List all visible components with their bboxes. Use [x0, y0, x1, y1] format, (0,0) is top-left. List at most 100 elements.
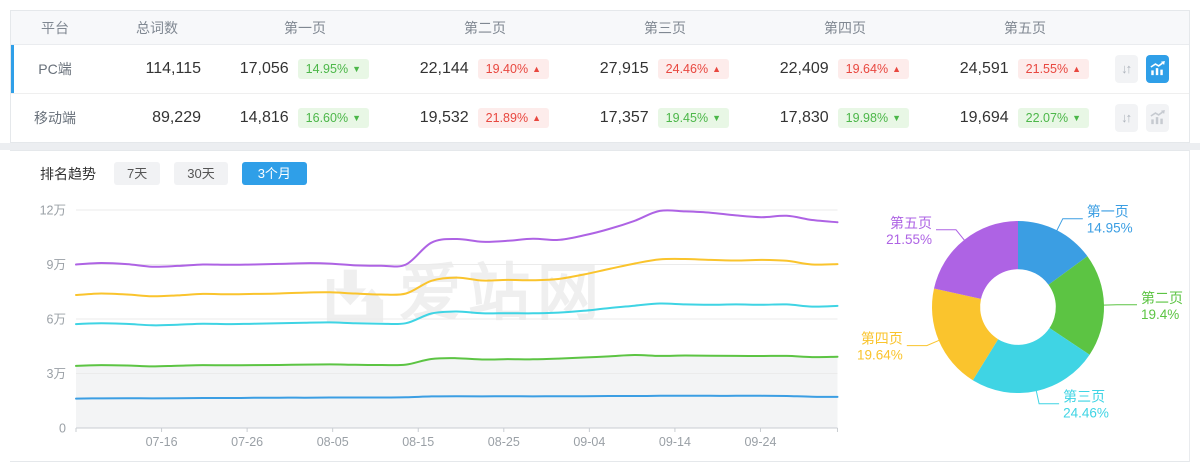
x-tick-label: 08-25: [488, 435, 520, 449]
x-tick-label: 08-05: [317, 435, 349, 449]
y-tick-label: 12万: [40, 203, 66, 217]
table-body: PC端 114,115 17,056 14.95% ▼ 22,144 19.40% ▲ 27,9…: [11, 45, 1189, 142]
sort-button[interactable]: ↓↑: [1115, 103, 1139, 132]
trend-chart-icon: [1150, 61, 1165, 76]
down-triangle-icon: ▼: [1072, 112, 1081, 123]
total-words-cell: 89,229: [152, 108, 201, 126]
up-triangle-icon: ▲: [1072, 63, 1081, 74]
up-triangle-icon: ▲: [892, 63, 901, 74]
slice-pct-label: 21.55%: [886, 232, 932, 247]
keyword-rank-table-panel: 平台 总词数 第一页 第二页 第三页 第四页 第五页 PC端 114,115 17,056 14.…: [10, 10, 1190, 143]
pct-badge: 22.07% ▼: [1017, 107, 1089, 128]
pct-value: 19.40%: [485, 61, 529, 76]
pct-value: 19.64%: [845, 61, 889, 76]
pct-value: 14.95%: [305, 61, 349, 76]
x-tick-label: 07-26: [231, 435, 263, 449]
series-line-第五页: [75, 209, 839, 268]
pct-badge: 14.95% ▼: [297, 58, 369, 79]
tab-3-months[interactable]: 3个月: [241, 162, 307, 185]
sort-button[interactable]: ↓↑: [1115, 54, 1139, 83]
slice-label: 第五页: [890, 215, 932, 231]
rank-trend-panel: 排名趋势 7天 30天 3个月 爱站网 07-16 07-26 08-05 08-15…: [10, 150, 1190, 462]
down-triangle-icon: ▼: [352, 112, 361, 123]
count-value: 22,144: [419, 59, 469, 77]
column-header-6: 第五页: [1004, 19, 1046, 36]
series-line-第三页: [75, 302, 839, 327]
up-triangle-icon: ▲: [532, 63, 541, 74]
donut-slice-第四页[interactable]: [931, 288, 999, 381]
trend-chart-icon: [1150, 110, 1165, 125]
down-triangle-icon: ▼: [712, 112, 721, 123]
label-leader-line: [906, 339, 940, 347]
page-2-cell: 22,144 19.40% ▲: [395, 58, 575, 79]
pct-badge: 24.46% ▲: [657, 58, 729, 79]
x-tick-label: 09-04: [573, 435, 605, 449]
page-4-cell: 17,830 19.98% ▼: [755, 107, 935, 128]
down-triangle-icon: ▼: [892, 112, 901, 123]
pct-badge: 19.64% ▲: [837, 58, 909, 79]
x-tick-label: 07-16: [146, 435, 178, 449]
count-value: 17,056: [239, 59, 289, 77]
pct-badge: 16.60% ▼: [297, 107, 369, 128]
trend-toolbar: 排名趋势 7天 30天 3个月: [40, 162, 307, 185]
pct-value: 16.60%: [305, 110, 349, 125]
pct-value: 22.07%: [1025, 110, 1069, 125]
row-actions: ↓↑: [1115, 103, 1189, 132]
count-value: 17,830: [779, 108, 829, 126]
pct-badge: 21.89% ▲: [477, 107, 549, 128]
pct-value: 21.89%: [485, 110, 529, 125]
pct-value: 19.45%: [665, 110, 709, 125]
pct-badge: 19.40% ▲: [477, 58, 549, 79]
series-line-第四页: [75, 257, 839, 298]
panel-divider: [0, 143, 1200, 150]
page-2-cell: 19,532 21.89% ▲: [395, 107, 575, 128]
page-3-cell: 27,915 24.46% ▲: [575, 58, 755, 79]
rank-trend-line-chart: 07-16 07-26 08-05 08-15 08-25 09-04 09-14 09-24…: [40, 203, 839, 449]
count-value: 19,532: [419, 108, 469, 126]
platform-cell: 移动端: [34, 109, 76, 126]
pct-badge: 21.55% ▲: [1017, 58, 1089, 79]
column-header-5: 第四页: [824, 19, 866, 36]
aizhan-logo-icon: [326, 269, 384, 323]
total-words-cell: 114,115: [145, 59, 201, 77]
y-tick-label: 0: [59, 422, 66, 436]
column-header-1: 总词数: [136, 19, 178, 36]
page-5-cell: 24,591 21.55% ▲: [935, 58, 1115, 79]
table-row-mobile[interactable]: 移动端 89,229 14,816 16.60% ▼ 19,532 21.89% ▲ 17,35…: [11, 93, 1189, 142]
page-5-cell: 19,694 22.07% ▼: [935, 107, 1115, 128]
pct-value: 19.98%: [845, 110, 889, 125]
trend-title: 排名趋势: [40, 165, 96, 182]
count-value: 22,409: [779, 59, 829, 77]
chart-button[interactable]: [1146, 54, 1169, 83]
column-header-2: 第一页: [284, 19, 326, 36]
slice-pct-label: 19.4%: [1141, 307, 1179, 322]
series-line-第二页: [75, 353, 839, 368]
count-value: 17,357: [599, 108, 649, 126]
column-header-4: 第三页: [644, 19, 686, 36]
slice-label: 第三页: [1063, 389, 1105, 405]
count-value: 27,915: [599, 59, 649, 77]
slice-pct-label: 24.46%: [1063, 406, 1109, 421]
tab-7-days[interactable]: 7天: [114, 162, 161, 185]
donut-slice-第三页[interactable]: [972, 328, 1090, 394]
donut-slice-第一页[interactable]: [1018, 221, 1088, 285]
count-value: 19,694: [959, 108, 1009, 126]
up-triangle-icon: ▲: [532, 112, 541, 123]
x-tick-label: 08-15: [402, 435, 434, 449]
table-row-pc[interactable]: PC端 114,115 17,056 14.95% ▼ 22,144 19.40% ▲ 27,9…: [11, 45, 1189, 94]
pct-badge: 19.98% ▼: [837, 107, 909, 128]
pct-value: 21.55%: [1025, 61, 1069, 76]
donut-slice-第二页[interactable]: [1048, 256, 1105, 355]
page-4-cell: 22,409 19.64% ▲: [755, 58, 935, 79]
platform-cell: PC端: [38, 60, 72, 77]
x-tick-label: 09-24: [744, 435, 776, 449]
tab-30-days[interactable]: 30天: [174, 162, 228, 185]
table-header-row: 平台 总词数 第一页 第二页 第三页 第四页 第五页: [11, 11, 1189, 45]
donut-slice-第五页[interactable]: [934, 221, 1018, 299]
y-tick-label: 6万: [47, 312, 66, 326]
page-1-cell: 14,816 16.60% ▼: [215, 107, 395, 128]
chart-button[interactable]: [1146, 103, 1169, 132]
down-triangle-icon: ▼: [352, 63, 361, 74]
